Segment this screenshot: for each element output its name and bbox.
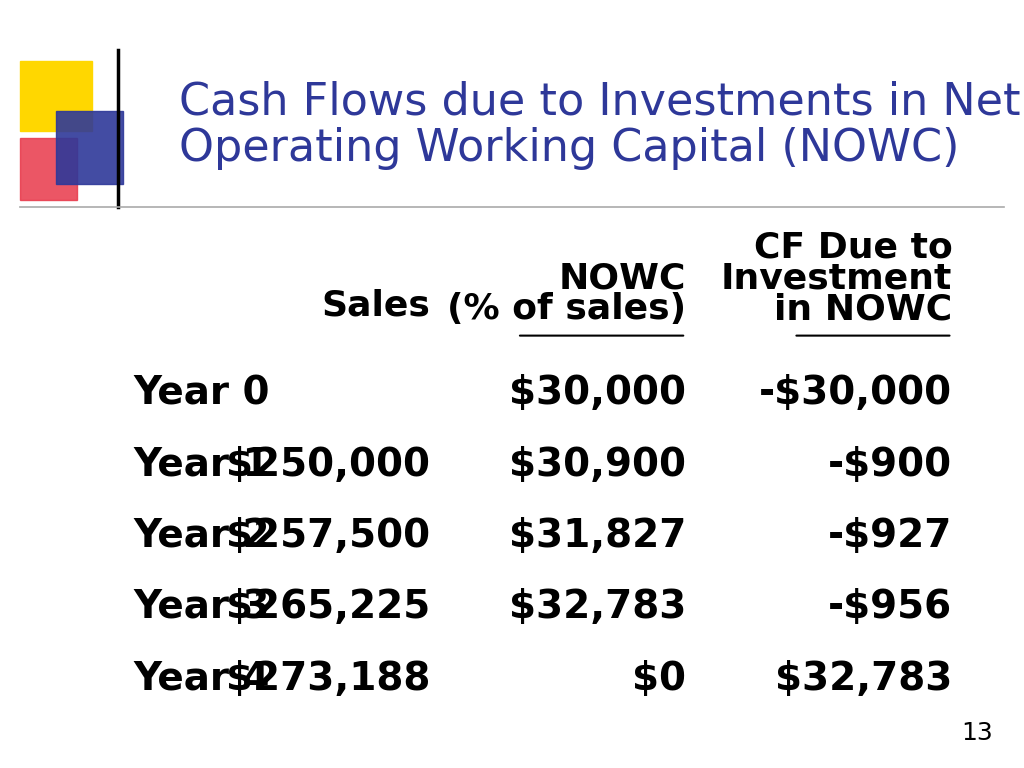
- Text: -$900: -$900: [828, 445, 952, 484]
- Text: -$30,000: -$30,000: [759, 374, 952, 412]
- Text: $257,500: $257,500: [226, 517, 430, 555]
- Text: Sales: Sales: [322, 289, 430, 323]
- Text: $265,225: $265,225: [226, 588, 430, 627]
- Text: Year 0: Year 0: [133, 374, 269, 412]
- Text: NOWC: NOWC: [559, 262, 686, 296]
- Text: $273,188: $273,188: [225, 660, 430, 698]
- Text: 13: 13: [962, 721, 993, 745]
- Text: in NOWC: in NOWC: [774, 293, 952, 326]
- Text: $250,000: $250,000: [226, 445, 430, 484]
- Text: Year 1: Year 1: [133, 445, 269, 484]
- Text: $32,783: $32,783: [509, 588, 686, 627]
- Text: -$927: -$927: [828, 517, 952, 555]
- Text: Year 2: Year 2: [133, 517, 269, 555]
- Text: $0: $0: [632, 660, 686, 698]
- Text: Cash Flows due to Investments in Net: Cash Flows due to Investments in Net: [179, 81, 1021, 124]
- Text: -$956: -$956: [828, 588, 952, 627]
- Text: $30,900: $30,900: [509, 445, 686, 484]
- Text: $30,000: $30,000: [509, 374, 686, 412]
- Text: (% of sales): (% of sales): [446, 293, 686, 326]
- Text: Investment: Investment: [721, 262, 952, 296]
- Text: Operating Working Capital (NOWC): Operating Working Capital (NOWC): [179, 127, 959, 170]
- Text: CF Due to: CF Due to: [754, 231, 952, 265]
- Text: Year 3: Year 3: [133, 588, 269, 627]
- Text: Year 4: Year 4: [133, 660, 269, 698]
- Text: $31,827: $31,827: [509, 517, 686, 555]
- Text: $32,783: $32,783: [775, 660, 952, 698]
